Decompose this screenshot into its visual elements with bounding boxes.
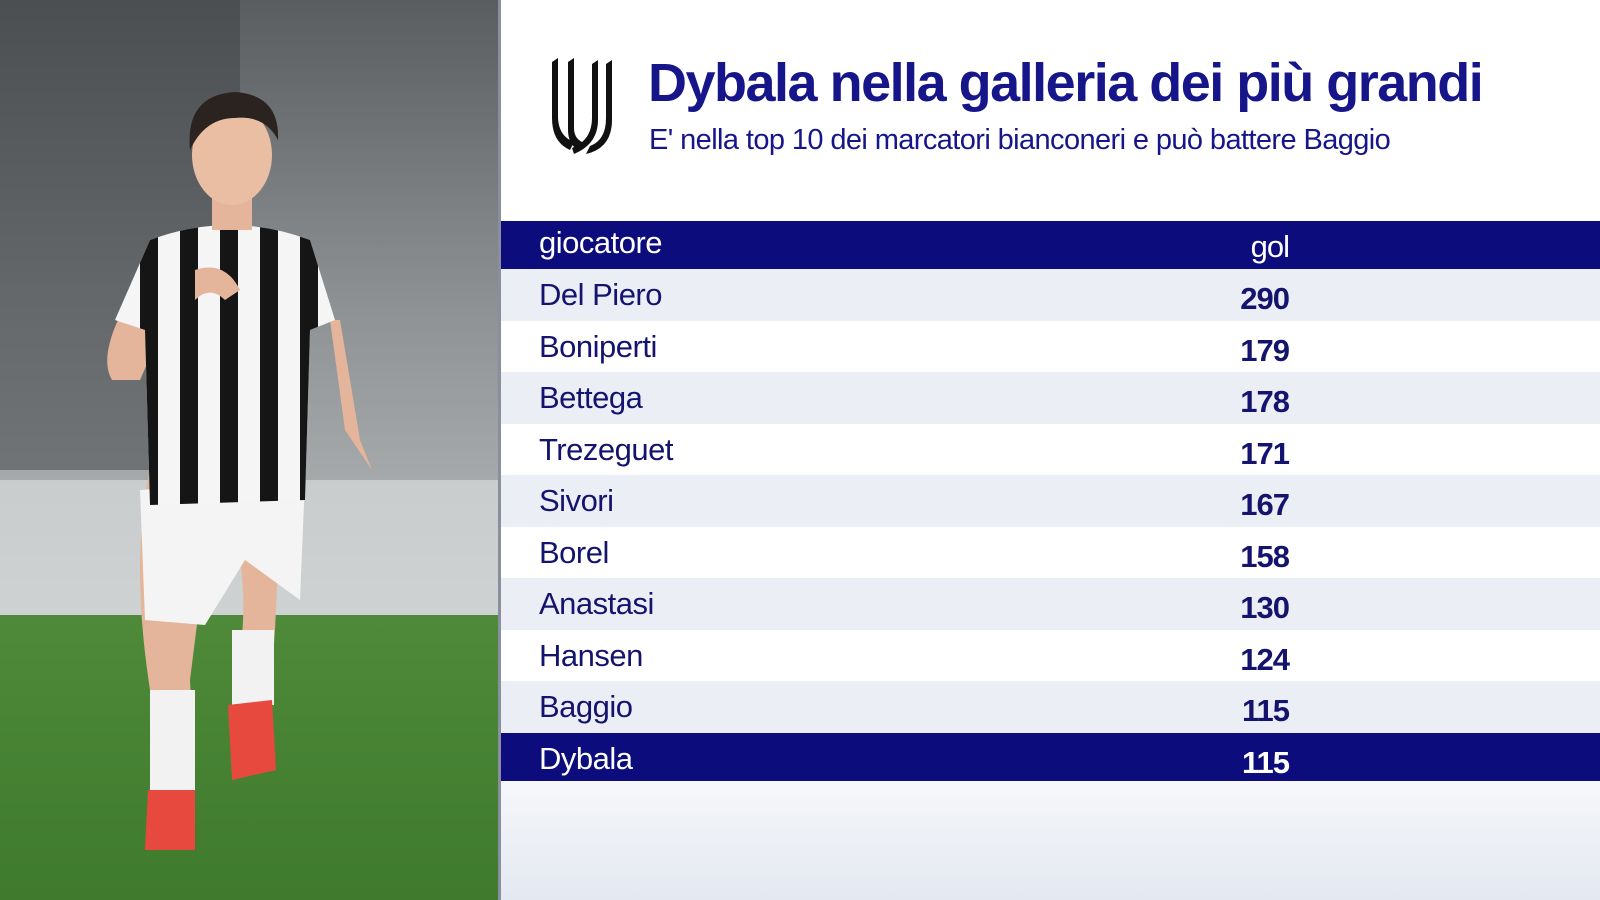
divider <box>498 0 501 900</box>
player-photo <box>0 0 498 900</box>
goals: 178 <box>1240 384 1290 419</box>
goals: 124 <box>1240 641 1290 677</box>
goals: 115 <box>1241 693 1290 728</box>
table-row: Bettega 178 <box>501 372 1600 424</box>
player-name: Borel <box>539 534 609 570</box>
goals: 158 <box>1240 538 1290 574</box>
table-header: giocatore gol <box>501 221 1600 269</box>
table-row: Borel 158 <box>501 527 1600 579</box>
column-header: gol <box>1250 229 1290 264</box>
table-row: Boniperti 179 <box>501 321 1600 373</box>
goals: 290 <box>1240 281 1290 316</box>
player-name: Trezeguet <box>539 431 673 467</box>
table-row: Del Piero 290 <box>501 269 1600 321</box>
player-name: Bettega <box>539 380 643 415</box>
table-row: Trezeguet 171 <box>501 424 1600 476</box>
column-header: giocatore <box>539 225 663 260</box>
player-name: Boniperti <box>539 328 657 364</box>
player-name: Hansen <box>539 637 643 673</box>
goals: 171 <box>1240 435 1290 471</box>
goals: 167 <box>1240 487 1290 522</box>
table-row: Baggio 115 <box>501 681 1600 733</box>
table-row: Sivori 167 <box>501 475 1600 527</box>
player-name: Del Piero <box>539 277 663 312</box>
player-name: Baggio <box>539 689 633 724</box>
highlight-row: Dybala 115 <box>501 732 1600 781</box>
goals: 179 <box>1240 332 1290 368</box>
title: Dybala nella galleria dei più grandi <box>648 53 1484 113</box>
goals: 115 <box>1241 744 1290 780</box>
subtitle: E' nella top 10 dei marcatori bianconeri… <box>649 124 1391 156</box>
table-row: Hansen 124 <box>501 630 1600 682</box>
club-logo <box>552 58 612 154</box>
player-name: Sivori <box>539 483 614 518</box>
table: giocatore gol Del Piero 290 Boniperti 179 Bett… <box>501 221 1600 781</box>
player-name: Anastasi <box>539 586 654 621</box>
table-row: Anastasi 130 <box>501 578 1600 630</box>
goals: 130 <box>1240 590 1290 625</box>
player-name: Dybala <box>539 740 633 776</box>
